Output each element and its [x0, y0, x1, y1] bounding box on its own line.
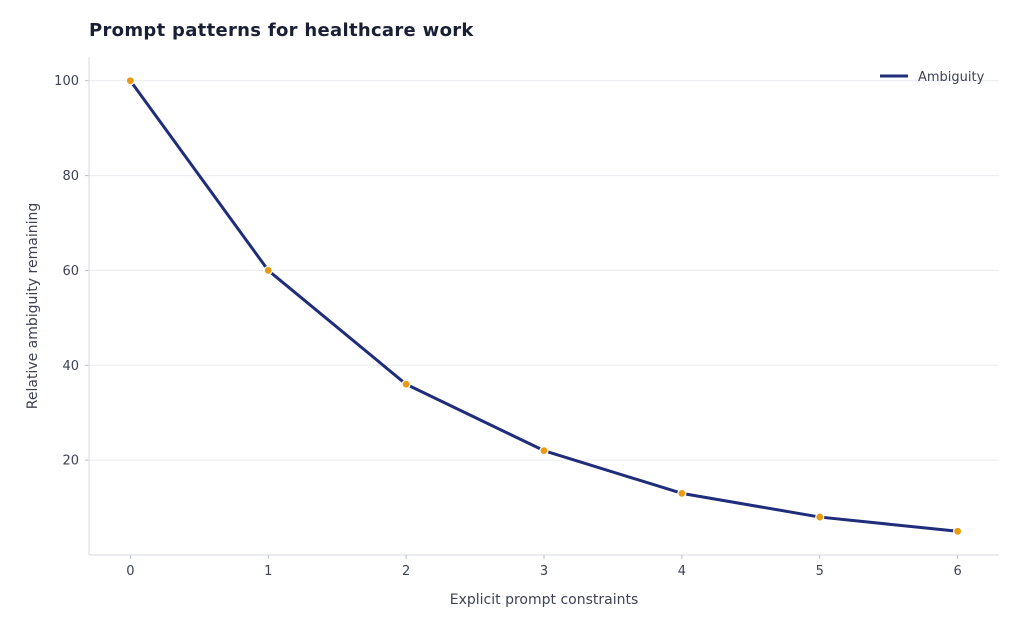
axes	[88, 57, 999, 556]
x-tick-label: 3	[540, 564, 548, 579]
y-tick-label: 60	[62, 264, 79, 279]
x-tick-label: 0	[126, 564, 134, 579]
y-tick-label: 100	[54, 74, 79, 89]
data-point	[263, 265, 273, 276]
x-tick-labels: 0 1 2 3 4 5 6	[126, 555, 962, 579]
data-point	[815, 512, 825, 522]
x-tick-label: 5	[816, 564, 824, 579]
data-point	[953, 526, 963, 536]
y-tick-label: 80	[62, 169, 79, 184]
x-tick-label: 6	[953, 564, 961, 579]
data-point	[401, 379, 411, 389]
series-group	[125, 76, 963, 536]
data-point	[539, 446, 549, 456]
y-tick-label: 40	[62, 359, 79, 374]
x-tick-label: 1	[264, 564, 272, 579]
y-tick-label: 20	[62, 454, 79, 469]
chart-title: Prompt patterns for healthcare work	[89, 20, 474, 41]
data-point	[125, 76, 135, 86]
legend-label-ambiguity: Ambiguity	[918, 70, 985, 85]
data-point	[677, 488, 687, 498]
series-line-ambiguity	[128, 79, 960, 533]
legend: Ambiguity	[880, 70, 985, 85]
gridlines	[85, 80, 999, 461]
x-tick-label: 2	[402, 564, 410, 579]
y-tick-labels: 20 40 60 80 100	[54, 74, 79, 468]
x-tick-label: 4	[678, 564, 686, 579]
y-axis-label: Relative ambiguity remaining	[25, 203, 41, 409]
x-axis-label: Explicit prompt constraints	[450, 592, 639, 608]
